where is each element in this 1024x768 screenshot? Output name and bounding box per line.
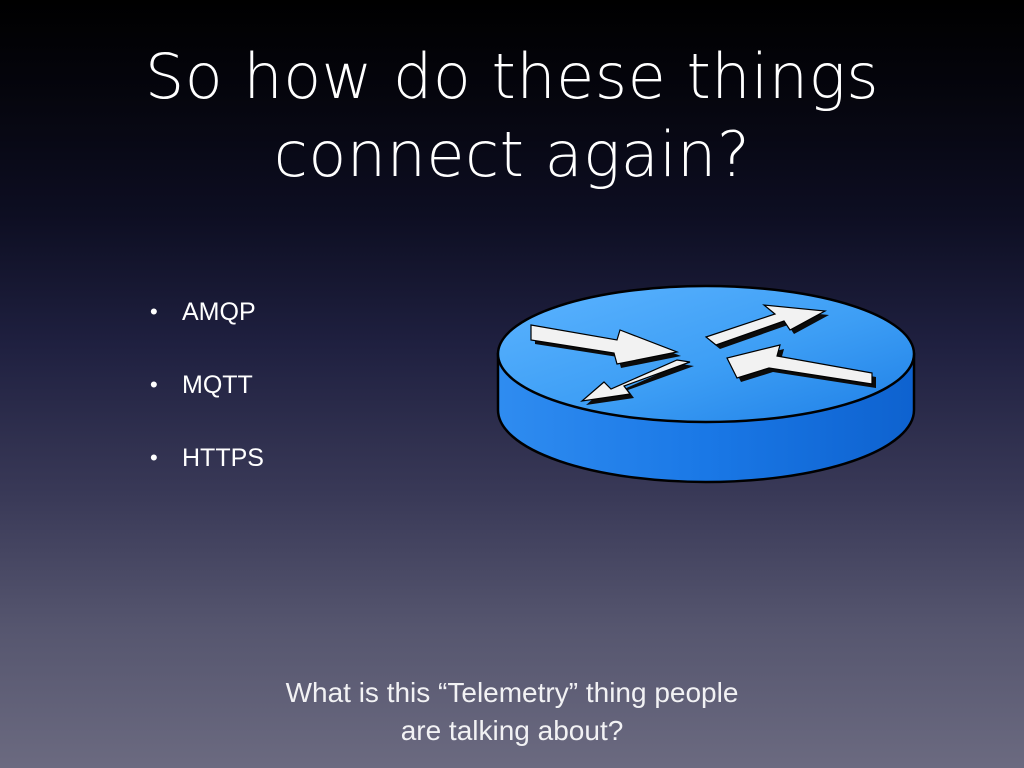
footer-line-2: are talking about? — [400, 715, 624, 746]
list-item: • AMQP — [150, 292, 264, 365]
list-item: • MQTT — [150, 365, 264, 438]
arrow-up-right-icon — [704, 304, 829, 349]
list-item-label: AMQP — [182, 298, 256, 326]
bullet-icon: • — [150, 445, 158, 470]
slide-title-line-1: So how do these things — [144, 40, 880, 113]
footer-line-1: What is this “Telemetry” thing people — [285, 677, 739, 708]
arrow-right-icon — [530, 324, 681, 368]
router-top — [496, 284, 916, 424]
list-item-label: HTTPS — [182, 444, 264, 472]
bullet-icon: • — [150, 372, 158, 397]
bullet-icon: • — [150, 299, 158, 324]
arrow-down-left-icon — [580, 359, 694, 405]
list-item-label: MQTT — [182, 371, 253, 399]
arrow-left-icon — [726, 344, 876, 388]
router-icon — [496, 284, 916, 484]
slide-title-line-2: connect again? — [273, 118, 751, 191]
footer-question: What is this “Telemetry” thing people ar… — [0, 674, 1024, 750]
protocol-list: • AMQP • MQTT • HTTPS — [150, 292, 264, 511]
list-item: • HTTPS — [150, 438, 264, 511]
slide-title: So how do these things connect again? — [0, 38, 1024, 194]
